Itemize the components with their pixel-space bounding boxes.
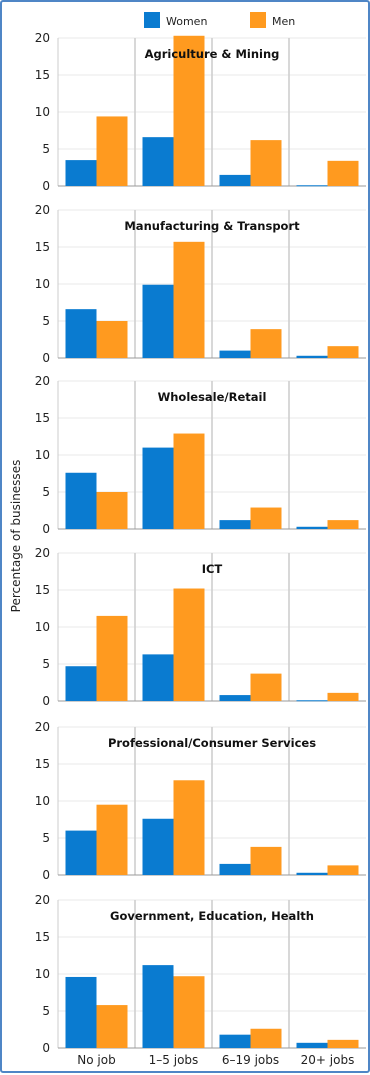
panel-title: ICT xyxy=(202,562,223,576)
bar-men-1-5-jobs xyxy=(173,588,205,701)
legend-swatch-men xyxy=(250,12,266,28)
y-tick-label: 5 xyxy=(42,314,50,328)
bar-women-6-19-jobs xyxy=(219,695,251,701)
bar-men-20-jobs xyxy=(327,1039,359,1048)
bar-men-1-5-jobs xyxy=(173,433,205,529)
bar-women-no-job xyxy=(65,309,97,358)
y-tick-label: 0 xyxy=(42,522,50,536)
y-tick-label: 0 xyxy=(42,351,50,365)
y-tick-label: 15 xyxy=(35,583,50,597)
bar-women-no-job xyxy=(65,472,97,529)
bar-women-20-jobs xyxy=(296,355,328,358)
panel-title: Government, Education, Health xyxy=(110,909,314,923)
bar-women-1-5-jobs xyxy=(142,654,174,701)
legend-swatch-women xyxy=(144,12,160,28)
panel-title: Wholesale/Retail xyxy=(158,390,267,404)
bar-women-6-19-jobs xyxy=(219,174,251,186)
x-tick-label: 1–5 jobs xyxy=(149,1053,199,1067)
y-tick-label: 0 xyxy=(42,694,50,708)
bar-men-no-job xyxy=(96,615,128,701)
y-tick-label: 10 xyxy=(35,277,50,291)
y-tick-label: 20 xyxy=(35,374,50,388)
bar-women-20-jobs xyxy=(296,526,328,529)
bar-women-1-5-jobs xyxy=(142,965,174,1048)
panel-title: Professional/Consumer Services xyxy=(108,736,316,750)
y-tick-label: 5 xyxy=(42,657,50,671)
y-tick-label: 5 xyxy=(42,142,50,156)
y-tick-label: 10 xyxy=(35,794,50,808)
legend-label-women: Women xyxy=(166,15,207,28)
y-tick-label: 10 xyxy=(35,105,50,119)
y-tick-label: 20 xyxy=(35,31,50,45)
bar-men-1-5-jobs xyxy=(173,976,205,1048)
bar-men-no-job xyxy=(96,804,128,875)
bar-men-6-19-jobs xyxy=(250,846,282,875)
bar-men-20-jobs xyxy=(327,346,359,358)
bar-men-6-19-jobs xyxy=(250,507,282,529)
y-tick-label: 5 xyxy=(42,831,50,845)
bar-women-20-jobs xyxy=(296,700,328,702)
bar-women-6-19-jobs xyxy=(219,520,251,529)
y-tick-label: 10 xyxy=(35,448,50,462)
y-tick-label: 5 xyxy=(42,1004,50,1018)
bar-women-6-19-jobs xyxy=(219,1034,251,1048)
bar-men-20-jobs xyxy=(327,692,359,701)
y-tick-label: 20 xyxy=(35,893,50,907)
y-tick-label: 20 xyxy=(35,720,50,734)
bar-men-20-jobs xyxy=(327,520,359,529)
y-tick-label: 0 xyxy=(42,868,50,882)
bar-women-20-jobs xyxy=(296,185,328,187)
panel-title: Manufacturing & Transport xyxy=(124,219,300,233)
bar-women-no-job xyxy=(65,830,97,875)
bar-men-no-job xyxy=(96,492,128,529)
y-tick-label: 15 xyxy=(35,240,50,254)
y-tick-label: 15 xyxy=(35,930,50,944)
bar-men-6-19-jobs xyxy=(250,673,282,701)
bar-men-6-19-jobs xyxy=(250,1028,282,1048)
y-tick-label: 20 xyxy=(35,203,50,217)
bar-men-1-5-jobs xyxy=(173,241,205,358)
bar-women-1-5-jobs xyxy=(142,818,174,875)
legend-label-men: Men xyxy=(272,15,295,28)
y-tick-label: 20 xyxy=(35,546,50,560)
bar-men-1-5-jobs xyxy=(173,780,205,875)
bar-men-1-5-jobs xyxy=(173,35,205,186)
bar-men-20-jobs xyxy=(327,865,359,875)
bar-women-no-job xyxy=(65,666,97,701)
bar-women-1-5-jobs xyxy=(142,284,174,358)
x-tick-label: 6–19 jobs xyxy=(222,1053,279,1067)
y-tick-label: 0 xyxy=(42,179,50,193)
y-tick-label: 5 xyxy=(42,485,50,499)
bar-men-no-job xyxy=(96,1005,128,1048)
panel-title: Agriculture & Mining xyxy=(145,47,280,61)
bar-women-6-19-jobs xyxy=(219,350,251,358)
bar-women-no-job xyxy=(65,976,97,1048)
y-tick-label: 15 xyxy=(35,411,50,425)
bar-women-no-job xyxy=(65,160,97,186)
y-tick-label: 0 xyxy=(42,1041,50,1055)
bar-women-20-jobs xyxy=(296,872,328,875)
bar-men-6-19-jobs xyxy=(250,140,282,186)
y-tick-label: 10 xyxy=(35,967,50,981)
y-axis-label: Percentage of businesses xyxy=(9,460,23,613)
bar-women-1-5-jobs xyxy=(142,447,174,529)
x-tick-label: 20+ jobs xyxy=(301,1053,355,1067)
bar-men-20-jobs xyxy=(327,160,359,186)
bar-men-6-19-jobs xyxy=(250,329,282,358)
bar-women-20-jobs xyxy=(296,1042,328,1048)
bar-women-6-19-jobs xyxy=(219,863,251,875)
y-tick-label: 15 xyxy=(35,68,50,82)
bar-women-1-5-jobs xyxy=(142,137,174,186)
x-tick-label: No job xyxy=(77,1053,115,1067)
y-tick-label: 10 xyxy=(35,620,50,634)
bar-men-no-job xyxy=(96,116,128,186)
y-tick-label: 15 xyxy=(35,757,50,771)
bar-men-no-job xyxy=(96,321,128,358)
